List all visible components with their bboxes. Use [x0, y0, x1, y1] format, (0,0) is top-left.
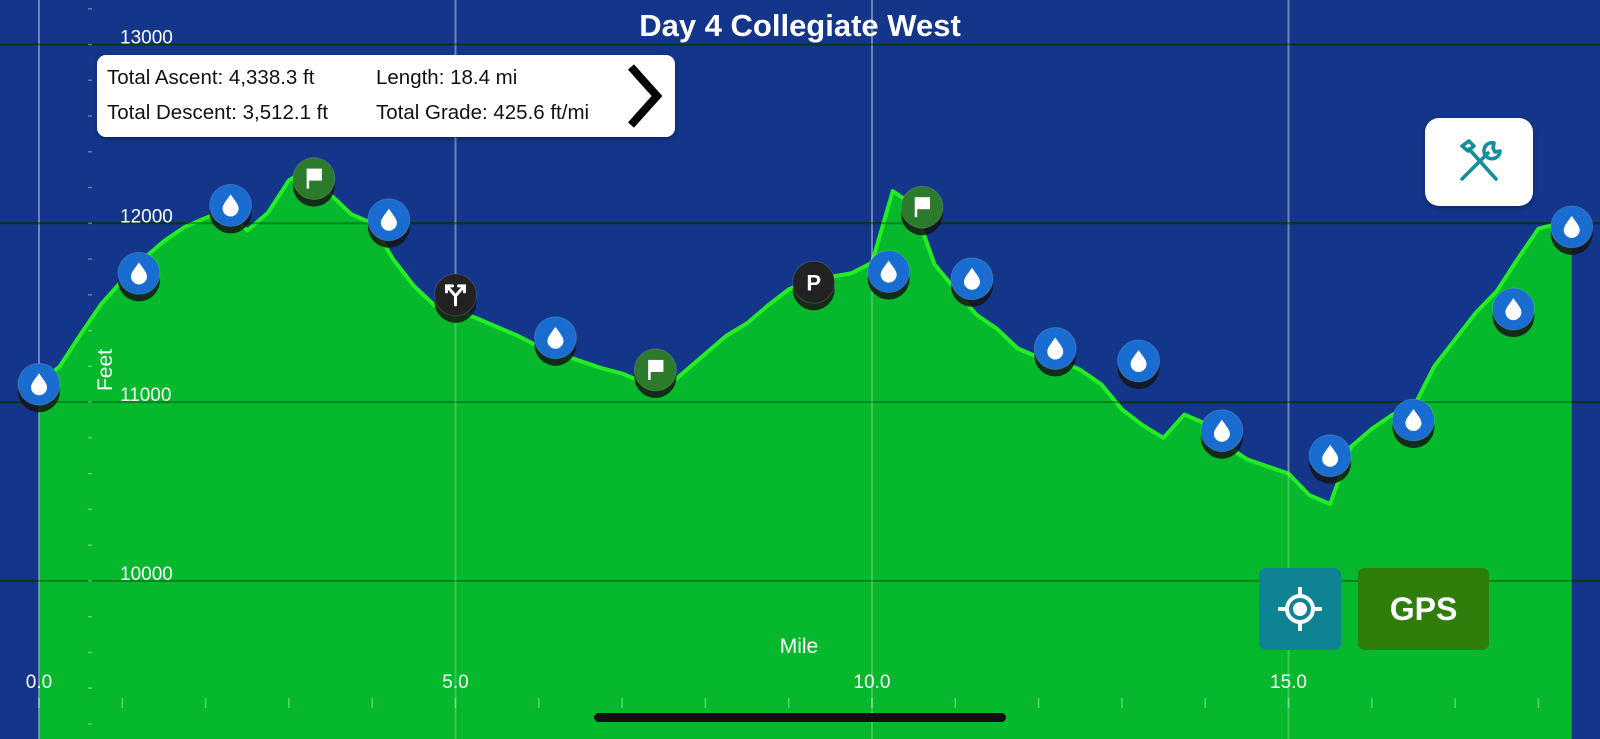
y-axis-label: Feet: [94, 349, 117, 391]
route-length: Length: 18.4 mi: [376, 66, 518, 89]
water-drop-icon: [1405, 408, 1422, 431]
x-tick-label: 10.0: [854, 672, 891, 693]
water-drop-icon: [1505, 298, 1522, 321]
route-stats-card[interactable]: Total Ascent: 4,338.3 ft Length: 18.4 mi…: [97, 55, 675, 137]
y-tick-labels: 10000 11000 12000 13000: [120, 28, 173, 585]
waypoint-water[interactable]: [367, 198, 411, 248]
flag-icon: [914, 197, 930, 218]
waypoint-water[interactable]: [1308, 434, 1352, 484]
waypoint-water[interactable]: [950, 257, 994, 307]
water-drop-icon: [130, 262, 147, 285]
total-grade: Total Grade: 425.6 ft/mi: [376, 101, 590, 124]
waypoint-flag[interactable]: [900, 185, 944, 236]
waypoint-water[interactable]: [1200, 409, 1244, 459]
flag-icon: [648, 359, 664, 380]
waypoint-water[interactable]: [1491, 287, 1535, 338]
water-drop-icon: [31, 373, 47, 396]
waypoint-water[interactable]: [209, 183, 253, 234]
gps-button[interactable]: GPS: [1358, 568, 1489, 650]
hammer-wrench-icon: [1460, 139, 1502, 181]
water-drop-icon: [547, 326, 564, 349]
waypoint-water[interactable]: [533, 316, 577, 366]
waypoint-flag[interactable]: [292, 157, 336, 207]
tools-button[interactable]: [1425, 118, 1533, 206]
waypoint-water[interactable]: [1033, 326, 1077, 377]
x-tick-label: 15.0: [1270, 672, 1307, 693]
x-axis-label: Mile: [780, 635, 819, 658]
water-drop-icon: [222, 194, 239, 217]
total-ascent: Total Ascent: 4,338.3 ft: [107, 66, 315, 89]
water-drop-icon: [1213, 419, 1230, 442]
home-indicator[interactable]: [594, 713, 1006, 722]
waypoint-water[interactable]: [1391, 398, 1435, 448]
chevron-right-icon[interactable]: [625, 63, 665, 129]
water-drop-icon: [963, 267, 980, 290]
y-tick-label: 11000: [120, 385, 171, 406]
locate-me-button[interactable]: [1259, 568, 1341, 650]
waypoint-water[interactable]: [17, 362, 61, 413]
water-drop-icon: [880, 260, 897, 283]
water-drop-icon: [1563, 215, 1580, 238]
y-tick-label: 12000: [120, 206, 173, 227]
elevation-area: [39, 167, 1572, 739]
y-tick-label: 13000: [120, 28, 173, 49]
x-tick-labels: 0.0 5.0 10.0 15.0: [26, 672, 1307, 693]
route-title: Day 4 Collegiate West: [639, 8, 961, 43]
flag-icon: [306, 168, 322, 189]
water-drop-icon: [380, 208, 397, 231]
waypoint-water[interactable]: [867, 250, 911, 300]
x-tick-label: 0.0: [26, 672, 52, 693]
waypoint-water[interactable]: [1117, 339, 1161, 389]
y-tick-label: 10000: [120, 564, 173, 585]
waypoint-markers: P: [17, 157, 1594, 484]
water-drop-icon: [1047, 337, 1064, 360]
parking-icon: P: [806, 270, 821, 295]
water-drop-icon: [1322, 444, 1339, 467]
waypoint-flag[interactable]: [633, 348, 677, 398]
total-descent: Total Descent: 3,512.1 ft: [107, 101, 329, 124]
water-drop-icon: [1130, 349, 1147, 372]
x-tick-label: 5.0: [442, 672, 468, 693]
minor-ticks: [38, 7, 1540, 725]
junction-icon: [445, 284, 466, 307]
waypoint-water[interactable]: [117, 251, 161, 302]
waypoint-parking[interactable]: P: [792, 260, 836, 311]
waypoint-water[interactable]: [1550, 205, 1594, 255]
waypoint-junction[interactable]: [434, 273, 477, 323]
crosshair-icon: [1278, 587, 1322, 631]
